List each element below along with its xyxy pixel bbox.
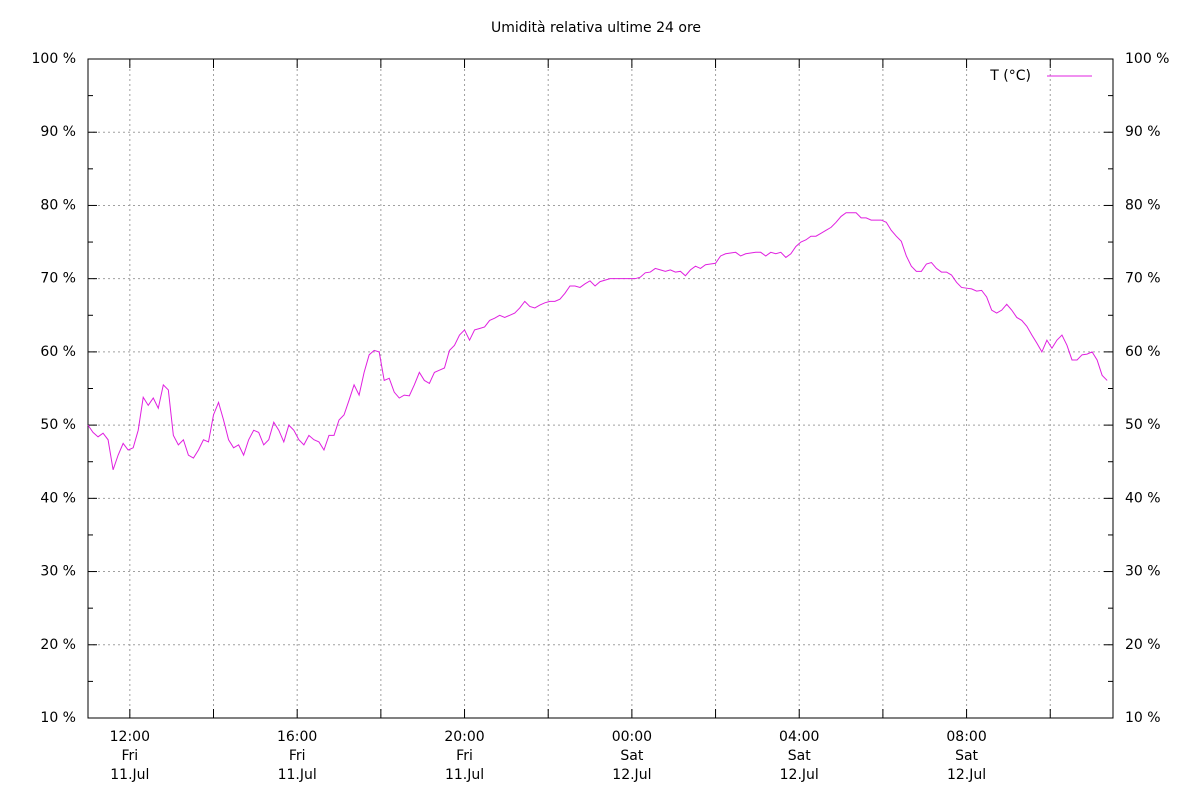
y2-tick-label: 10 %: [1125, 710, 1161, 726]
x-tick-label: 04:00 Sat 12.Jul: [779, 729, 820, 783]
y2-tick-label: 40 %: [1125, 490, 1161, 506]
y-tick-label: 10 %: [40, 710, 76, 726]
y-tick-label: 30 %: [40, 564, 76, 580]
y2-tick-label: 90 %: [1125, 124, 1161, 140]
x-tick-label: 00:00 Sat 12.Jul: [611, 729, 653, 783]
y-tick-label: 80 %: [40, 197, 76, 213]
y-tick-label: 90 %: [40, 124, 76, 140]
y2-tick-label: 80 %: [1125, 197, 1161, 213]
x-tick-label: 08:00 Sat 12.Jul: [946, 729, 987, 783]
y2-tick-label: 100 %: [1125, 51, 1169, 67]
y-tick-label: 50 %: [40, 417, 76, 433]
x-tick-label: 12:00 Fri 11.Jul: [109, 729, 150, 783]
y-tick-label: 20 %: [40, 637, 76, 653]
y2-tick-label: 60 %: [1125, 344, 1161, 360]
y2-tick-label: 30 %: [1125, 564, 1161, 580]
chart-title: Umidità relativa ultime 24 ore: [491, 20, 701, 36]
y-tick-label: 100 %: [32, 51, 76, 67]
plot-border: [87, 58, 1114, 719]
y-tick-label: 40 %: [40, 490, 76, 506]
y2-tick-label: 20 %: [1125, 637, 1161, 653]
y-tick-label: 60 %: [40, 344, 76, 360]
data-line: [87, 212, 1108, 470]
x-tick-label: 16:00 Fri 11.Jul: [276, 729, 318, 783]
x-tick-label: 20:00 Fri 11.Jul: [444, 729, 485, 783]
y2-tick-label: 70 %: [1125, 271, 1161, 287]
y2-tick-label: 50 %: [1125, 417, 1161, 433]
legend-label: T (°C): [989, 68, 1031, 84]
y-tick-label: 70 %: [40, 271, 76, 287]
